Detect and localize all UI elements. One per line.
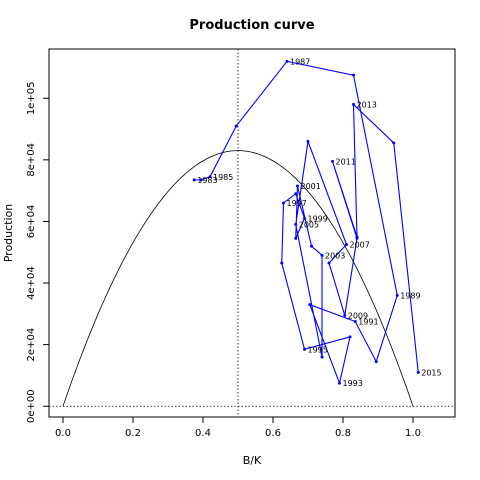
point-label-1989: 1989 (400, 291, 420, 300)
x-tick-label: 0.6 (265, 428, 281, 439)
data-point-1984 (199, 178, 203, 182)
reference-lines (49, 49, 455, 417)
data-point-1996 (280, 261, 284, 265)
x-axis: 0.0 0.2 0.4 0.6 0.8 1.0 (55, 416, 421, 439)
point-label-2013: 2013 (357, 100, 377, 109)
data-point-2006 (306, 139, 310, 143)
plot-frame (48, 48, 456, 418)
data-point-1988 (352, 73, 355, 77)
x-tick-label: 0.0 (55, 428, 71, 439)
x-tick-label: 0.8 (335, 428, 351, 439)
data-point-1985 (208, 175, 212, 179)
point-label-1993: 1993 (343, 379, 363, 388)
data-point-1990 (374, 360, 378, 364)
data-point-1992 (308, 303, 312, 307)
data-point-2004 (320, 355, 324, 359)
y-tick-label: 1e+05 (26, 81, 37, 115)
data-point-1999 (303, 216, 306, 220)
y-tick-label: 6e+04 (26, 205, 37, 239)
data-point-1993 (338, 381, 341, 385)
series-layer (192, 59, 420, 386)
data-point-2002 (310, 244, 313, 248)
data-point-2014 (392, 141, 396, 145)
data-point-2001 (296, 184, 299, 188)
data-point-2007 (345, 243, 348, 247)
x-tick-label: 0.4 (195, 428, 211, 439)
point-label-1987: 1987 (290, 57, 310, 66)
y-tick-label: 8e+04 (26, 143, 37, 177)
point-label-2009: 2009 (348, 311, 368, 320)
data-point-2015 (416, 370, 420, 374)
data-point-2000 (294, 236, 298, 240)
point-label-1983: 1983 (197, 176, 217, 185)
production-parabola (62, 150, 414, 407)
data-point-1991 (353, 320, 357, 324)
data-point-2013 (352, 102, 355, 106)
data-point-1997 (282, 201, 285, 205)
data-point-2009 (343, 313, 347, 317)
chart-title: Production curve (189, 18, 314, 33)
y-axis-label: Production (2, 204, 15, 263)
data-point-1998 (294, 192, 298, 196)
data-point-1994 (348, 335, 352, 339)
data-point-1995 (303, 347, 306, 351)
y-axis: 0e+00 2e+04 4e+04 6e+04 8e+04 1e+05 (26, 81, 50, 423)
x-axis-label: B/K (243, 454, 262, 467)
data-point-2005 (294, 223, 298, 227)
data-point-1986 (234, 124, 238, 128)
point-label-2005: 2005 (299, 221, 319, 230)
data-point-2008 (327, 261, 331, 265)
point-label-1999: 1999 (308, 214, 328, 223)
data-point-2012 (355, 235, 359, 239)
y-tick-label: 2e+04 (26, 328, 37, 362)
point-label-1995: 1995 (308, 345, 328, 354)
data-point-1983 (192, 178, 196, 182)
y-tick-label: 4e+04 (26, 266, 37, 300)
data-point-2003 (320, 253, 324, 257)
x-tick-label: 1.0 (405, 428, 421, 439)
point-label-2001: 2001 (301, 182, 321, 191)
x-tick-label: 0.2 (125, 428, 141, 439)
point-label-2011: 2011 (336, 157, 356, 166)
data-point-1989 (395, 293, 399, 297)
data-point-1987 (285, 59, 289, 63)
parabola-curve-layer (62, 150, 414, 407)
point-label-2015: 2015 (421, 368, 441, 377)
point-label-1991: 1991 (358, 318, 378, 327)
y-tick-label: 0e+00 (26, 389, 37, 423)
point-label-2007: 2007 (350, 241, 370, 250)
point-label-2003: 2003 (325, 251, 345, 260)
point-label-1997: 1997 (287, 199, 307, 208)
point-label-1985: 1985 (213, 173, 233, 182)
data-point-2011 (331, 159, 334, 163)
